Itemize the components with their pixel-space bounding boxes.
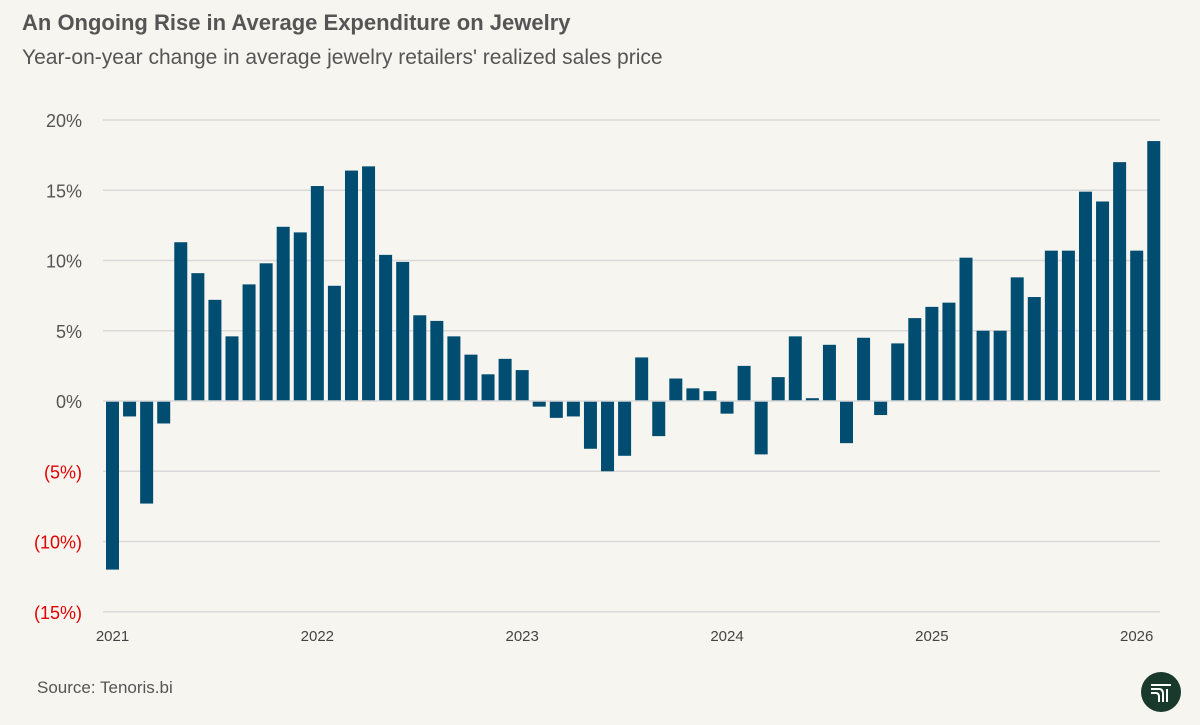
tenoris-logo-icon bbox=[1141, 672, 1181, 712]
bar-2021-05 bbox=[174, 242, 188, 401]
bar-2023-02 bbox=[532, 401, 546, 407]
bar-2025-11 bbox=[1096, 201, 1110, 401]
bar-2024-02 bbox=[737, 365, 751, 401]
y-tick-label: 20% bbox=[46, 111, 82, 131]
bar-2022-02 bbox=[327, 285, 341, 401]
x-tick-label: 2026 bbox=[1120, 628, 1153, 645]
bar-2024-05 bbox=[788, 336, 802, 401]
bar-2022-06 bbox=[396, 261, 410, 401]
bar-2024-10 bbox=[874, 401, 888, 416]
bar-2021-12 bbox=[293, 232, 307, 401]
x-tick-label: 2021 bbox=[96, 628, 129, 645]
bar-2023-03 bbox=[549, 401, 563, 418]
bar-2023-07 bbox=[618, 401, 632, 456]
bar-2026-01 bbox=[1130, 250, 1144, 401]
bar-2022-09 bbox=[447, 336, 461, 401]
bar-2024-12 bbox=[908, 318, 922, 401]
bar-2022-01 bbox=[310, 186, 324, 401]
bar-2023-08 bbox=[635, 357, 649, 401]
bar-2021-02 bbox=[123, 401, 137, 417]
bar-2023-09 bbox=[652, 401, 666, 437]
bar-2025-12 bbox=[1113, 162, 1127, 401]
bar-2025-08 bbox=[1044, 250, 1058, 401]
bar-2022-08 bbox=[430, 320, 444, 401]
bar-2024-11 bbox=[891, 343, 905, 401]
bar-2025-01 bbox=[925, 306, 939, 401]
bar-2022-04 bbox=[362, 166, 376, 401]
bar-2025-10 bbox=[1078, 191, 1092, 401]
bar-2021-07 bbox=[208, 299, 222, 401]
bar-2023-12 bbox=[703, 391, 717, 401]
x-tick-label: 2022 bbox=[301, 628, 334, 645]
bar-2025-06 bbox=[1010, 277, 1024, 401]
y-tick-label: (15%) bbox=[34, 603, 82, 623]
bar-2024-03 bbox=[754, 401, 768, 455]
bar-2021-11 bbox=[276, 226, 290, 401]
bar-2023-01 bbox=[515, 370, 529, 401]
bar-2023-05 bbox=[583, 401, 597, 449]
y-tick-label: 5% bbox=[56, 322, 82, 342]
bar-2024-04 bbox=[771, 377, 785, 401]
y-tick-label: 15% bbox=[46, 181, 82, 201]
bar-2021-08 bbox=[225, 336, 239, 401]
bar-2021-10 bbox=[259, 263, 273, 401]
bar-2025-07 bbox=[1027, 297, 1041, 401]
bar-2024-01 bbox=[720, 401, 734, 414]
bar-2022-05 bbox=[379, 254, 393, 401]
bar-2025-02 bbox=[942, 302, 956, 401]
chart-title: An Ongoing Rise in Average Expenditure o… bbox=[22, 10, 571, 35]
y-tick-label: (5%) bbox=[44, 462, 82, 482]
x-tick-label: 2025 bbox=[915, 628, 948, 645]
bar-2024-09 bbox=[857, 337, 871, 401]
bar-2021-04 bbox=[157, 401, 171, 424]
source-note: Source: Tenoris.bi bbox=[37, 678, 173, 697]
bar-2022-12 bbox=[498, 358, 512, 401]
y-tick-label: 10% bbox=[46, 252, 82, 272]
x-tick-label: 2023 bbox=[505, 628, 538, 645]
bar-2024-06 bbox=[805, 398, 819, 401]
y-tick-label: (10%) bbox=[34, 533, 82, 553]
bar-2022-07 bbox=[413, 315, 427, 401]
bar-2021-03 bbox=[140, 401, 154, 504]
bar-2024-08 bbox=[840, 401, 854, 444]
bar-2021-01 bbox=[106, 401, 119, 570]
bar-2022-10 bbox=[464, 354, 478, 401]
bar-2022-11 bbox=[481, 374, 495, 401]
bar-2025-09 bbox=[1061, 250, 1075, 401]
bar-2023-10 bbox=[669, 378, 683, 401]
bar-2026-02 bbox=[1147, 141, 1161, 401]
bar-2025-05 bbox=[993, 330, 1007, 401]
bar-2023-11 bbox=[686, 388, 700, 401]
x-tick-label: 2024 bbox=[710, 628, 743, 645]
bar-2021-06 bbox=[191, 273, 205, 401]
bar-2025-04 bbox=[976, 330, 990, 401]
chart-subtitle: Year-on-year change in average jewelry r… bbox=[22, 46, 663, 69]
y-tick-label: 0% bbox=[56, 392, 82, 412]
bar-2021-09 bbox=[242, 284, 256, 401]
bar-2025-03 bbox=[959, 257, 973, 401]
bar-2024-07 bbox=[822, 344, 836, 401]
bar-2023-06 bbox=[601, 401, 615, 472]
bar-2023-04 bbox=[566, 401, 580, 417]
bar-2022-03 bbox=[344, 170, 358, 401]
